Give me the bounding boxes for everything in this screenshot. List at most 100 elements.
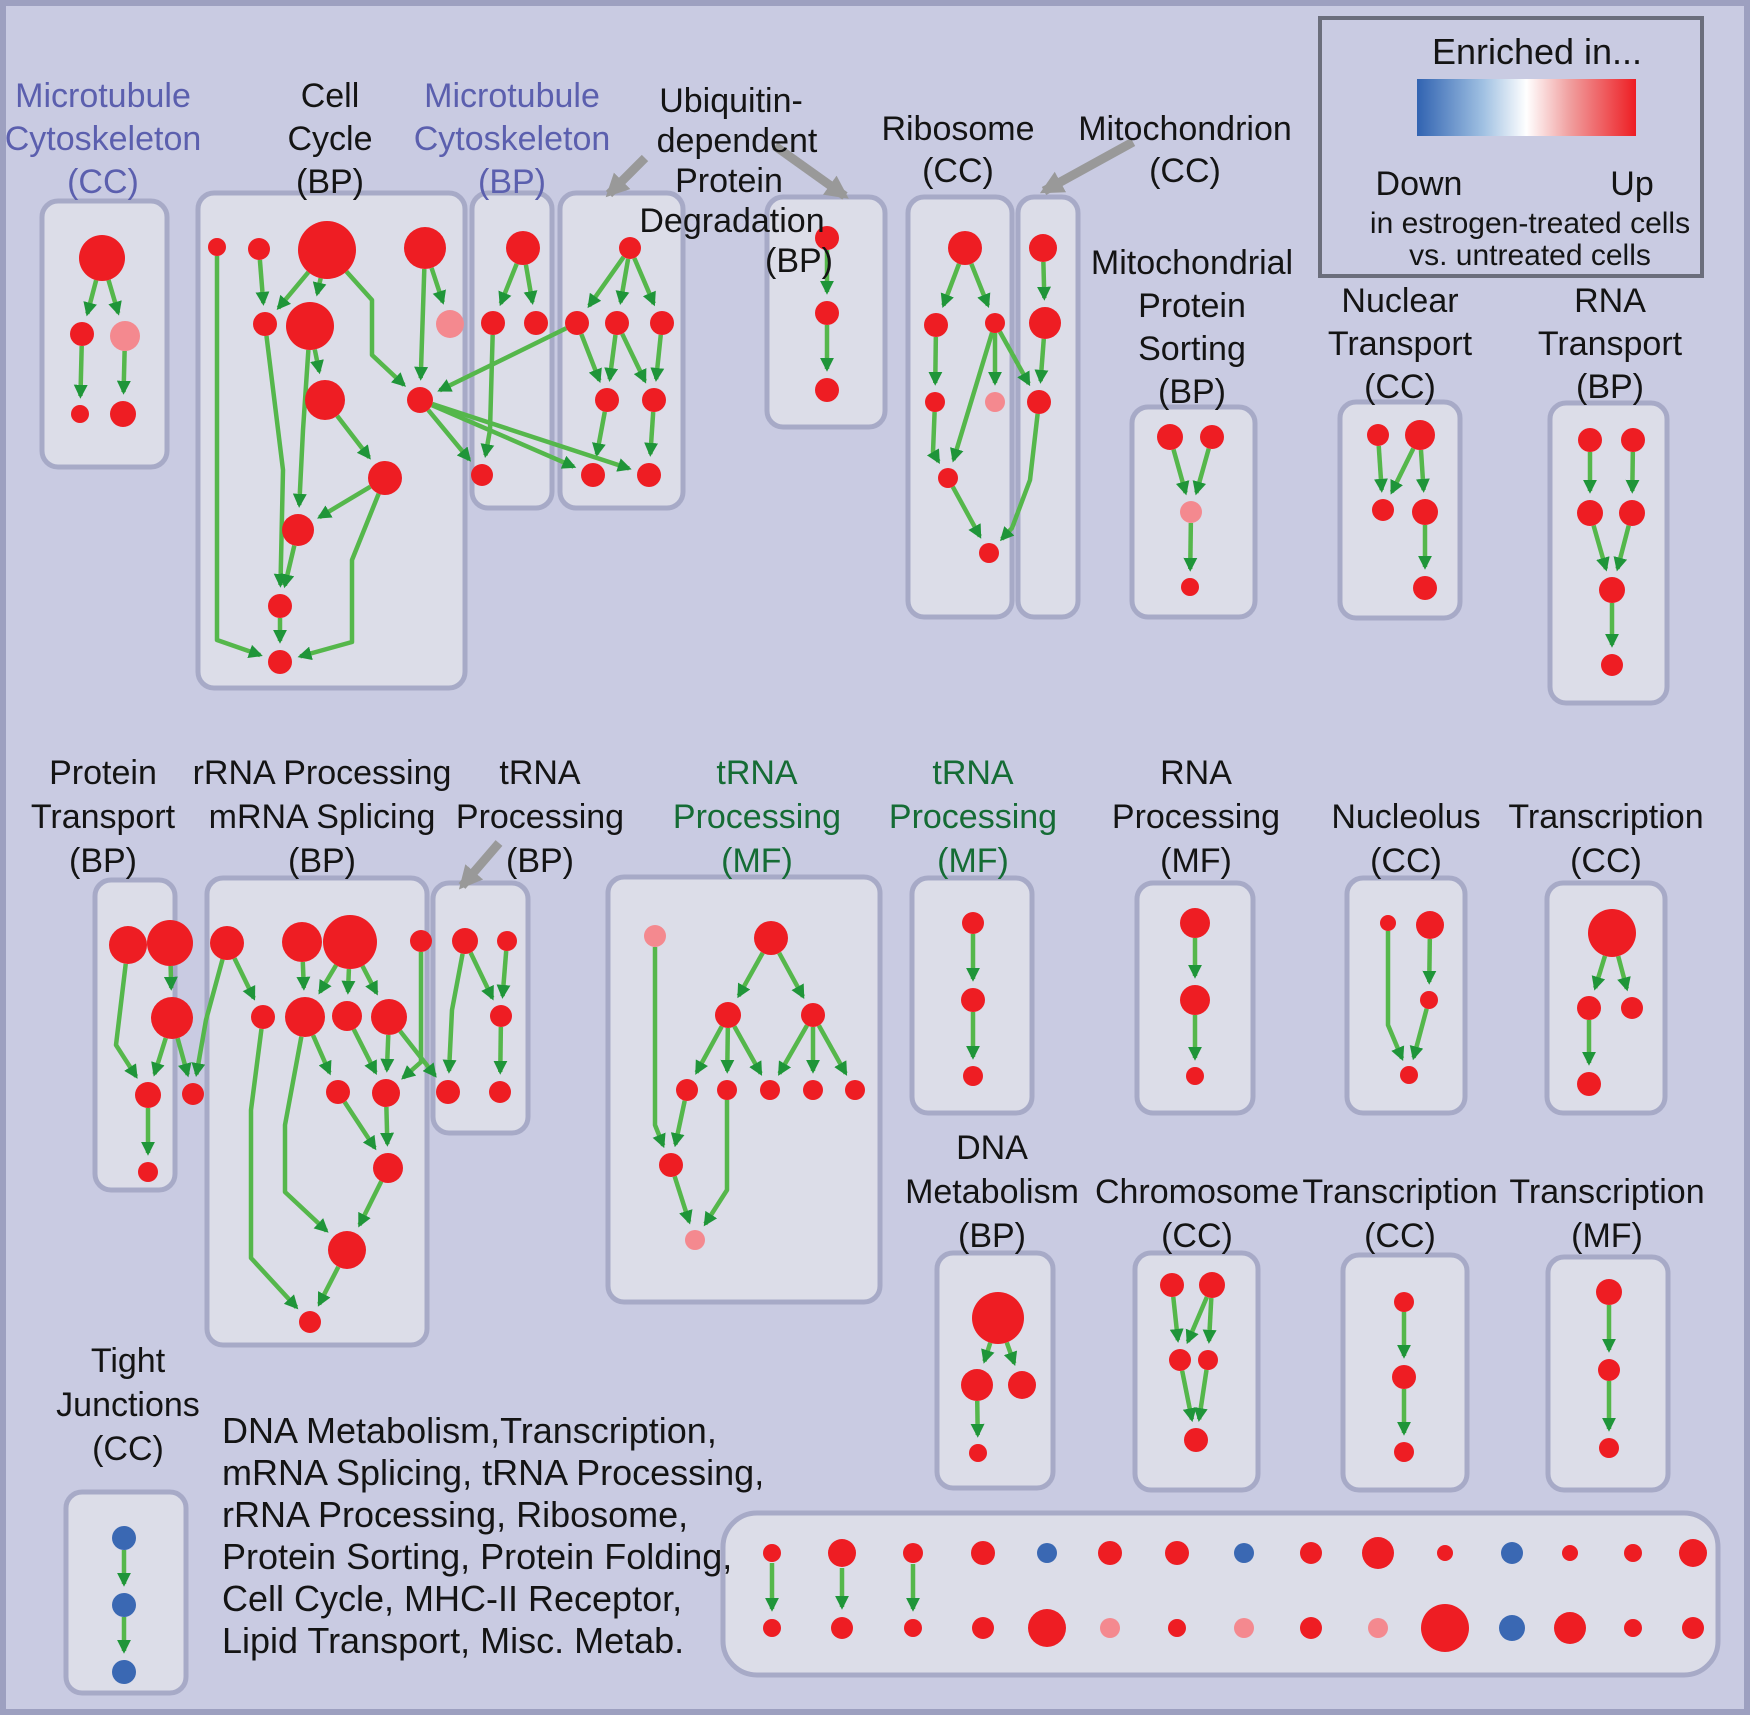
transcription-cc-row2-label-line-2: (CC)	[1570, 842, 1642, 880]
labels-layer: Microtubule Cytoskeleton (CC) Cell Cycle (BP)…	[5, 16, 1705, 1661]
trna-processing-mf-1-box	[605, 874, 883, 1305]
trna-processing-mf-2-label-line-3: (MF)	[937, 842, 1009, 880]
transcription-cc-row3-node-tc2	[1392, 1365, 1416, 1389]
edge-ua_m1-ua_l1	[579, 333, 602, 384]
rrna-processing-mrna-splicing-bp-node-q13	[299, 1311, 321, 1333]
protein-transport-bp-node-pt1	[109, 926, 147, 964]
edge-pt2-pt3	[163, 965, 178, 991]
ubiquitin-degradation-bp-right-node-ub2	[815, 301, 839, 325]
mixed-node-bottom-15	[1682, 1617, 1704, 1639]
rrna-processing-mrna-splicing-bp-node-q5	[251, 1005, 275, 1029]
microtubule-cytoskeleton-cc-node-mc5	[110, 401, 136, 427]
transcription-cc-row3-node-tc3	[1394, 1442, 1414, 1462]
trna-processing-mf-2-label-line-1: tRNA	[932, 754, 1014, 792]
edge-nt1-nt3	[1373, 445, 1388, 493]
edge-r6-r7	[950, 485, 982, 539]
ubiquitin-degradation-bp-left-node-ua_m2	[605, 311, 629, 335]
dna-metabolism-bp-label-line-1: DNA	[956, 1129, 1028, 1167]
edge-ch3-ch5	[1179, 1370, 1197, 1423]
edge-cc_i-mb4	[426, 408, 472, 462]
label-pointer-arrow-3	[1039, 138, 1136, 195]
trna-processing-mf-1-node-u2	[717, 1080, 737, 1100]
edge-q7-q10	[351, 1028, 378, 1075]
tight-junctions-cc-node-tj3	[112, 1660, 136, 1684]
edge-u_mr-u3	[777, 1024, 809, 1076]
mixed-node-top-1	[763, 1544, 781, 1562]
mitochondrial-protein-sorting-bp-label-line-2: Protein	[1138, 287, 1246, 325]
rrna-processing-mrna-splicing-bp-node-q3	[323, 915, 377, 969]
mixed-node-top-11	[1437, 1545, 1453, 1561]
mixed-terms-box	[720, 1510, 1721, 1678]
cell-cycle-bp-node-cc_h	[305, 380, 345, 420]
grouped-terms-line-2: mRNA Splicing, tRNA Processing,	[222, 1452, 764, 1493]
ubiquitin-degradation-bp-left-label-line-5: (BP)	[765, 242, 833, 280]
edge-ms2-ms3	[1192, 447, 1211, 496]
mixed-node-top-15	[1679, 1539, 1707, 1567]
trna-processing-mf-2-node-v2	[961, 988, 985, 1012]
ubiquitin-degradation-bp-left-node-ua_m3	[650, 311, 674, 335]
protein-transport-bp-node-pt5	[182, 1083, 204, 1105]
microtubule-cytoskeleton-cc-node-mc4	[71, 405, 89, 423]
nuclear-transport-cc-node-nt2	[1405, 420, 1435, 450]
grouped-terms-line-3: rRNA Processing, Ribosome,	[222, 1494, 688, 1535]
edge-t2-t3	[496, 950, 511, 999]
trna-processing-mf-1-node-u_p	[644, 925, 666, 947]
edge-u2-u_q	[703, 1100, 730, 1227]
nuclear-transport-cc-node-nt3	[1372, 499, 1394, 521]
trna-processing-mf-1-node-u5	[845, 1080, 865, 1100]
edge-ua_t-ua_m2	[615, 258, 631, 306]
edge-r1-r3	[969, 262, 991, 308]
nucleolus-cc-label-line-1: Nucleolus	[1331, 798, 1480, 836]
transcription-cc-row3-node-tc1	[1394, 1292, 1414, 1312]
cell-cycle-bp-node-cc_e	[253, 312, 277, 336]
mixed-node-bottom-4	[972, 1617, 994, 1639]
trna-processing-bp-node-t4	[436, 1080, 460, 1104]
ribosome-cc-node-r7	[979, 543, 999, 563]
mitochondrion-cc-node-mt3	[1027, 390, 1051, 414]
nuclear-transport-cc-node-nt5	[1413, 576, 1437, 600]
dna-metabolism-bp-node-d1	[972, 1292, 1024, 1344]
edge-pt1-pt4	[113, 963, 139, 1079]
edge-y1-y3	[1616, 955, 1631, 992]
rna-transport-bp-node-rt6	[1601, 654, 1623, 676]
ubiquitin-degradation-bp-left-label-line-4: Degradation	[639, 202, 824, 240]
rna-transport-bp-node-rt5	[1599, 577, 1625, 603]
protein-transport-bp-label-line-3: (BP)	[69, 842, 137, 880]
rrna-processing-mrna-splicing-bp-node-q7	[332, 1001, 362, 1031]
edge-t1-t3	[468, 951, 495, 1001]
mitochondrion-cc-label-line-2: (CC)	[1149, 152, 1221, 190]
edge-q12-q13	[317, 1265, 341, 1307]
mixed-node-bottom-1	[763, 1619, 781, 1637]
edge-d2-d4	[970, 1400, 985, 1438]
edge-q3-q6	[317, 963, 339, 995]
protein-transport-bp-label-line-2: Transport	[31, 798, 176, 836]
ubiquitin-degradation-bp-left-label-line-2: dependent	[657, 122, 818, 160]
chromosome-cc-node-ch2	[1199, 1272, 1225, 1298]
mitochondrial-protein-sorting-bp-label-line-3: Sorting	[1138, 330, 1246, 368]
edge-ua_m2-ua_l2	[620, 332, 647, 384]
nuclear-transport-cc-box	[1337, 399, 1463, 621]
trna-processing-mf-1-label-line-1: tRNA	[716, 754, 798, 792]
edge-u_p-u_h	[652, 947, 666, 1149]
rna-processing-mf-node-w2	[1180, 985, 1210, 1015]
trna-processing-mf-1-node-u_q	[685, 1230, 705, 1250]
cell-cycle-bp-node-cc_m	[268, 650, 292, 674]
nuclear-transport-cc-label-line-3: (CC)	[1364, 368, 1436, 406]
mixed-node-top-7	[1165, 1541, 1189, 1565]
chromosome-cc-node-ch1	[1160, 1273, 1184, 1297]
cell-cycle-bp-node-cc_l	[268, 594, 292, 618]
edge-r3-r6	[950, 331, 995, 463]
dna-metabolism-bp-node-d2	[961, 1369, 993, 1401]
ubiquitin-degradation-bp-left-label-line-3: Protein	[675, 162, 783, 200]
ubiquitin-degradation-bp-left-node-ua_b2	[637, 463, 661, 487]
edge-r3-mt3	[997, 330, 1031, 387]
ribosome-cc-node-r5	[985, 392, 1005, 412]
edge-cc_d-cc_i	[414, 268, 429, 381]
edge-r1-r2	[940, 263, 962, 308]
edge-ch1-ch3	[1169, 1296, 1184, 1343]
microtubule-cytoskeleton-bp-label-line-2: Cytoskeleton	[414, 120, 611, 158]
transcription-cc-row2-label-line-1: Transcription	[1508, 798, 1703, 836]
edge-q10-q11	[380, 1106, 395, 1147]
rna-transport-bp-label-line-1: RNA	[1574, 282, 1646, 320]
